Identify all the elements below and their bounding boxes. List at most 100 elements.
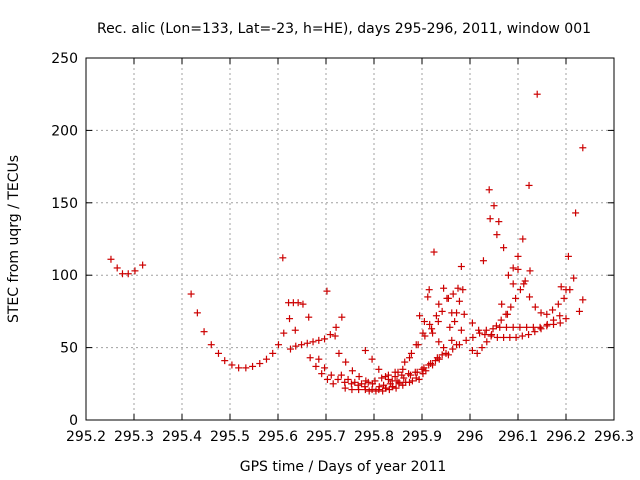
y-tick-label: 250: [51, 51, 78, 67]
y-tick-label: 50: [60, 341, 78, 357]
x-tick-label: 295.6: [258, 429, 298, 445]
x-tick-label: 296.3: [594, 429, 634, 445]
data-point: [523, 323, 531, 331]
plot-frame: [85, 57, 615, 421]
data-point: [562, 286, 570, 294]
x-tick-label: 295.4: [162, 429, 202, 445]
data-point: [509, 323, 517, 331]
data-point: [262, 355, 270, 363]
data-point: [407, 349, 415, 357]
y-axis-label: STEC from uqrg / TECUs: [6, 155, 22, 323]
x-tick-label: 296: [457, 429, 484, 445]
data-point: [348, 367, 356, 375]
data-point: [507, 303, 515, 311]
y-tick-label: 0: [69, 413, 78, 429]
data-point: [303, 339, 311, 347]
data-point: [393, 377, 401, 385]
data-point: [443, 294, 451, 302]
data-point: [453, 309, 461, 317]
data-point: [424, 293, 432, 301]
data-point: [531, 303, 539, 311]
data-point: [536, 323, 544, 331]
data-point: [405, 370, 413, 378]
data-point: [500, 333, 508, 341]
x-tick-label: 295.2: [66, 429, 106, 445]
data-point: [516, 286, 524, 294]
data-point: [442, 349, 450, 357]
data-point: [431, 357, 439, 365]
data-point: [412, 374, 420, 382]
data-point: [280, 329, 288, 337]
data-point: [514, 265, 522, 273]
data-point: [451, 318, 459, 326]
data-point: [575, 307, 583, 315]
data-point: [334, 375, 342, 383]
data-point: [518, 332, 526, 340]
data-point: [321, 335, 329, 343]
data-point: [455, 297, 463, 305]
data-point: [460, 310, 468, 318]
data-point: [429, 361, 437, 369]
data-point: [520, 280, 528, 288]
data-point: [468, 319, 476, 327]
data-point: [537, 309, 545, 317]
data-point: [440, 344, 448, 352]
data-point: [274, 341, 282, 349]
data-point: [490, 202, 498, 210]
x-tick-label: 295.8: [354, 429, 394, 445]
data-point: [292, 342, 300, 350]
data-point: [326, 331, 334, 339]
data-point: [533, 90, 541, 98]
data-point: [579, 296, 587, 304]
data-point: [335, 349, 343, 357]
x-tick-label: 295.7: [306, 429, 346, 445]
data-point: [495, 218, 503, 226]
data-point: [557, 283, 565, 291]
data-point: [512, 294, 520, 302]
data-point: [351, 378, 359, 386]
data-point: [394, 368, 402, 376]
data-point: [430, 248, 438, 256]
data-point: [455, 341, 463, 349]
data-point: [306, 354, 314, 362]
data-point: [331, 332, 339, 340]
data-point: [488, 331, 496, 339]
data-point: [401, 358, 409, 366]
data-point: [500, 244, 508, 252]
data-point: [572, 209, 580, 217]
data-point: [131, 267, 139, 275]
data-point: [503, 310, 511, 318]
data-point: [124, 270, 132, 278]
data-point: [337, 371, 345, 379]
data-point: [187, 290, 195, 298]
data-point: [279, 254, 287, 262]
data-point: [327, 371, 335, 379]
data-point: [449, 345, 457, 353]
data-point: [420, 318, 428, 326]
x-tick-label: 296.1: [498, 429, 538, 445]
data-point: [512, 333, 520, 341]
data-point: [479, 257, 487, 265]
data-point: [556, 312, 564, 320]
data-point: [286, 315, 294, 323]
data-point: [570, 274, 578, 282]
data-point: [554, 300, 562, 308]
grid-layer: [86, 58, 614, 420]
data-point: [449, 290, 457, 298]
data-point: [361, 346, 369, 354]
data-point: [504, 271, 512, 279]
data-point: [485, 186, 493, 194]
x-tick-label: 295.3: [114, 429, 154, 445]
data-point: [438, 307, 446, 315]
y-tick-label: 150: [51, 196, 78, 212]
data-point: [269, 349, 277, 357]
data-point: [364, 378, 372, 386]
data-point: [446, 323, 454, 331]
data-point: [422, 367, 430, 375]
data-point: [221, 357, 229, 365]
data-point: [411, 368, 419, 376]
data-point: [425, 286, 433, 294]
data-point: [462, 336, 470, 344]
x-tick-label: 295.9: [402, 429, 442, 445]
data-point: [525, 331, 533, 339]
